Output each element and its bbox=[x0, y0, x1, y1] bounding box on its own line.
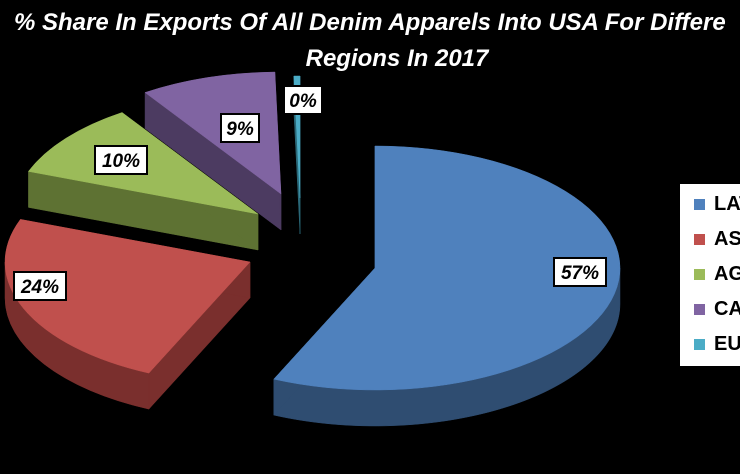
legend-swatch bbox=[694, 303, 705, 315]
data-label-box bbox=[13, 271, 67, 301]
data-label-text: 10% bbox=[102, 151, 140, 172]
legend-swatch bbox=[694, 198, 705, 210]
legend-label: AG bbox=[714, 262, 740, 285]
pie-top-lat bbox=[273, 145, 621, 391]
data-label-ag: 10% bbox=[94, 145, 148, 175]
data-label-text: 0% bbox=[289, 91, 317, 112]
chart-subtitle: Regions In 2017 bbox=[305, 45, 489, 72]
legend-label: EU2 bbox=[714, 332, 740, 355]
legend-item-ag: AG bbox=[694, 262, 740, 286]
legend-label: ASI bbox=[714, 227, 740, 250]
pie-top-asi bbox=[4, 219, 251, 374]
legend-swatch bbox=[694, 268, 705, 280]
legend-label: CAI bbox=[714, 297, 740, 320]
data-label-box bbox=[94, 145, 148, 175]
data-label-box bbox=[283, 85, 323, 115]
data-label-cai: 9% bbox=[220, 113, 260, 143]
data-label-asi: 24% bbox=[13, 271, 67, 301]
legend-item-eu2: EU2 bbox=[694, 332, 740, 356]
pie-top-cai bbox=[144, 71, 282, 195]
data-label-box bbox=[220, 113, 260, 143]
data-label-lat: 57% bbox=[553, 257, 607, 287]
data-label-box bbox=[553, 257, 607, 287]
data-label-text: 9% bbox=[226, 119, 254, 140]
legend-item-asi: ASI bbox=[694, 227, 740, 251]
legend: LAT ASI AG CAI EU2 bbox=[680, 184, 740, 366]
data-label-text: 24% bbox=[20, 277, 59, 298]
pie-slice-lat bbox=[273, 145, 621, 427]
data-label-text: 57% bbox=[561, 263, 599, 284]
legend-item-lat: LAT bbox=[694, 192, 740, 216]
data-label-eu2: 0% bbox=[283, 85, 323, 115]
legend-item-cai: CAI bbox=[694, 297, 740, 321]
legend-swatch bbox=[694, 338, 705, 350]
pie-slice-asi bbox=[4, 219, 251, 410]
legend-swatch bbox=[694, 233, 705, 245]
legend-label: LAT bbox=[714, 192, 740, 215]
chart-title: % Share In Exports Of All Denim Apparels… bbox=[14, 9, 726, 36]
pie-slice-cai bbox=[144, 71, 282, 231]
